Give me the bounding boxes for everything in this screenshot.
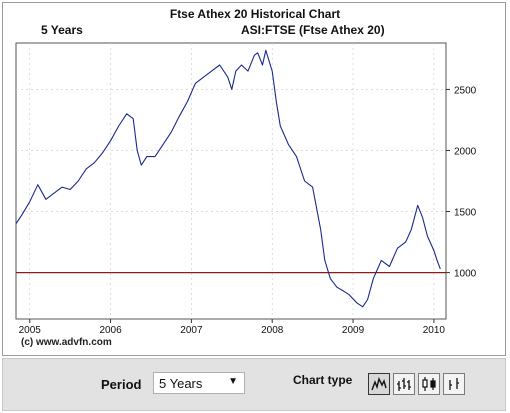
hlc-icon: [449, 378, 459, 390]
chart-frame: Ftse Athex 20 Historical Chart 5 Years A…: [2, 2, 506, 356]
chart-period-label: 5 Years: [41, 23, 83, 37]
x-tick-label: 2007: [180, 325, 203, 336]
chart-controls: Period 5 Years ▼ Chart type: [2, 358, 506, 411]
chart-type-label: Chart type: [293, 373, 353, 387]
ohlc-bar-button[interactable]: [393, 373, 415, 395]
price-series-line: [15, 49, 441, 308]
candlestick-icon: [422, 377, 436, 391]
y-tick-label: 2500: [454, 85, 477, 96]
line-chart-icon: [371, 376, 387, 391]
axis-labels: 1000 1500 2000 2500 2005 2006 2007 2008 2009 2010: [19, 85, 477, 336]
x-tick-label: 2005: [19, 325, 42, 336]
period-value: 5 Years: [159, 376, 203, 391]
y-tick-label: 1000: [454, 269, 477, 280]
x-tick-label: 2008: [261, 325, 284, 336]
x-tick-label: 2009: [342, 325, 365, 336]
y-tick-label: 2000: [454, 146, 477, 157]
period-dropdown[interactable]: 5 Years ▼: [153, 372, 245, 394]
period-label: Period: [101, 377, 142, 392]
line-chart-button[interactable]: [368, 373, 390, 395]
chart-symbol-label: ASI:FTSE (Ftse Athex 20): [241, 23, 385, 37]
candlestick-button[interactable]: [418, 373, 440, 395]
ohlc-bar-icon: [397, 378, 411, 391]
hlc-button[interactable]: [443, 373, 465, 395]
chevron-down-icon: ▼: [228, 376, 238, 387]
plot-area: [15, 42, 447, 320]
chart-title: Ftse Athex 20 Historical Chart: [169, 7, 341, 21]
x-tick-label: 2006: [99, 325, 122, 336]
copyright-text: (c) www.advfn.com: [21, 337, 112, 348]
x-tick-label: 2010: [423, 325, 446, 336]
y-tick-label: 1500: [454, 208, 477, 219]
price-chart: 1000 1500 2000 2500 2005 2006 2007 2008 2009 2010: [15, 42, 477, 336]
